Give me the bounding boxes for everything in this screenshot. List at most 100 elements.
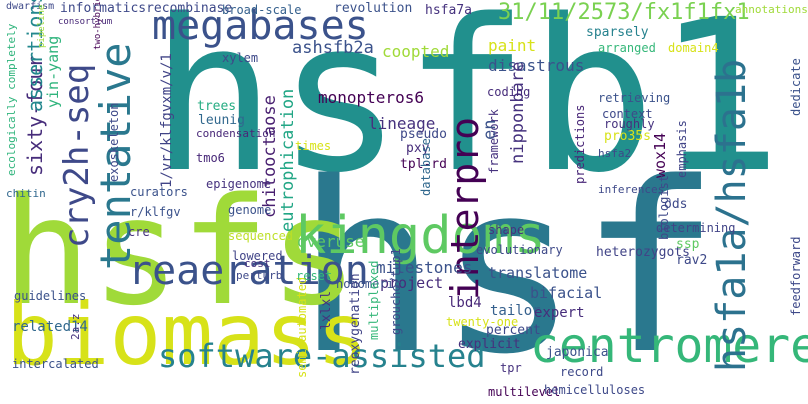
word: context <box>602 107 653 121</box>
word: reoxygenation <box>348 273 363 375</box>
word: nipponbare <box>508 61 528 164</box>
word: evolutionary <box>476 243 563 257</box>
word: curators <box>130 185 188 199</box>
word: coding <box>487 85 531 99</box>
word: disastrous <box>488 56 585 75</box>
word: megabases <box>152 3 369 49</box>
word: yin-yang <box>44 35 62 108</box>
word: guidelines <box>14 289 87 303</box>
word: software-assisted <box>158 337 486 375</box>
word: cre <box>128 225 150 239</box>
word: bifacial <box>530 284 603 302</box>
word: trees <box>197 99 237 114</box>
word: multiplexed <box>367 260 381 340</box>
word: wox14 <box>651 132 669 178</box>
word: monopteros6 <box>318 88 424 107</box>
word: related14 <box>12 319 88 335</box>
word: determining <box>656 221 736 235</box>
word: 1/vr/klfgvxm/v/1 <box>159 53 175 188</box>
word: hsf <box>296 133 721 404</box>
word: japonica <box>546 345 609 360</box>
word: annotations <box>735 3 808 16</box>
word: r/klfgv <box>130 205 181 219</box>
word: cost <box>244 257 271 270</box>
word: tpr <box>500 361 522 375</box>
word: paint <box>488 36 537 55</box>
word: exoskeleton <box>107 102 121 182</box>
word: times <box>295 139 332 153</box>
word: kingdoms <box>295 206 546 266</box>
word: lineage <box>368 114 436 133</box>
word: two-hybrid <box>93 0 103 50</box>
word: feedforward <box>789 236 803 316</box>
word: pro35s <box>604 129 651 144</box>
word: hsfs <box>2 166 359 338</box>
word: tmo6 <box>196 151 225 165</box>
word: dedicate <box>789 58 803 116</box>
word: lxlxl <box>319 290 334 330</box>
word: groucho/tup1 <box>389 248 403 335</box>
word: shape <box>488 223 525 237</box>
word: milestones <box>376 258 473 277</box>
word: dwarfism <box>6 1 55 12</box>
word: multilevel <box>488 385 561 399</box>
word: ssp <box>676 237 700 252</box>
word: tpl-rd <box>400 157 447 172</box>
word: percent <box>486 323 541 338</box>
word: explicit <box>458 337 521 352</box>
word: intercalated <box>12 357 99 371</box>
word: consortium <box>58 17 113 27</box>
word: chitooctaose <box>260 95 280 218</box>
word: cry2h-seq <box>57 63 97 248</box>
word: record <box>560 365 604 379</box>
word: sequenced <box>228 229 294 243</box>
word: semi-automated <box>295 276 309 378</box>
word: hsfb1 <box>150 0 783 219</box>
word: ods <box>664 197 688 212</box>
word: lowered <box>232 249 283 263</box>
word: translatome <box>488 264 588 282</box>
word: epigenome <box>206 177 272 191</box>
word: lbd4 <box>448 295 482 311</box>
word: sparsely <box>586 25 649 40</box>
word: leunig <box>198 113 245 128</box>
word: coopted <box>382 42 450 61</box>
word: reset <box>296 269 333 283</box>
word: informaticsrecombinase <box>60 1 233 16</box>
word: arranged <box>598 41 656 55</box>
word: 31/11/2573/fx1f1fx1 <box>498 0 750 25</box>
word: 2a.z <box>69 313 82 341</box>
word: en <box>480 119 500 140</box>
word: overuse <box>297 232 365 251</box>
word: hsfa7a <box>425 3 472 18</box>
word: twenty-one <box>446 315 519 329</box>
word: homomeric <box>336 277 402 291</box>
word: condensation <box>196 127 276 140</box>
word: expert <box>534 305 585 321</box>
word: ecologically completely <box>5 23 18 176</box>
word: genome <box>228 203 272 217</box>
word: domain4 <box>668 41 719 55</box>
word: pseudo <box>400 127 447 142</box>
word: xylem <box>222 51 259 65</box>
word: centromere <box>530 318 808 374</box>
word: revolution <box>334 1 413 16</box>
word: chitin <box>6 187 46 200</box>
word: predictions <box>573 104 587 184</box>
word: biomass <box>6 285 369 385</box>
word: ashsfb2a <box>292 38 374 58</box>
word: emphasis <box>675 120 689 178</box>
word: inferences <box>598 183 665 196</box>
word: hsfa1a/hsfa1b <box>709 58 755 372</box>
word: retrieving <box>598 91 671 105</box>
word: tailor <box>490 303 541 319</box>
word: perturb <box>236 269 283 282</box>
word: roughly <box>604 117 655 131</box>
word: rav2 <box>676 253 708 268</box>
word: reaeration <box>128 248 369 294</box>
word: hsfa2 <box>598 147 632 160</box>
word: heterozygots <box>596 245 690 260</box>
word: database <box>419 138 433 196</box>
word: eutrophication <box>278 88 298 232</box>
